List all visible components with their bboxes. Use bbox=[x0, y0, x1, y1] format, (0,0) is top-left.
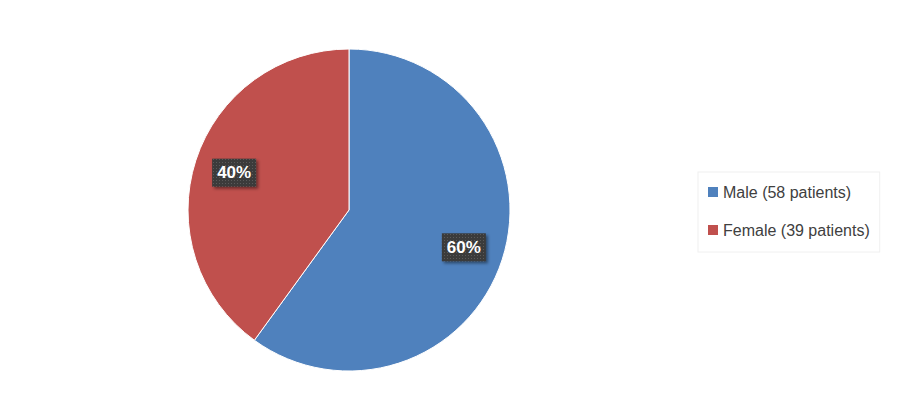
data-labels: 60% 40% bbox=[212, 159, 486, 262]
legend: Male (58 patients) Female (39 patients) bbox=[698, 172, 880, 252]
legend-swatch bbox=[708, 225, 718, 235]
legend-swatch bbox=[708, 187, 718, 197]
legend-label: Male (58 patients) bbox=[723, 184, 851, 201]
data-label-group: 60% bbox=[442, 233, 486, 261]
data-label-box bbox=[442, 233, 486, 261]
pie-slice bbox=[188, 49, 349, 340]
legend-label: Female (39 patients) bbox=[723, 222, 870, 239]
data-label-box bbox=[212, 159, 256, 187]
data-label: 60% bbox=[447, 238, 481, 257]
data-label: 40% bbox=[217, 163, 251, 182]
slices bbox=[188, 49, 510, 371]
data-label-group: 40% bbox=[212, 159, 256, 187]
chart-container: 60% 40% Male (58 patients) Female (39 patie… bbox=[0, 0, 900, 420]
legend-box bbox=[698, 172, 880, 252]
chart: 60% 40% Male (58 patients) Female (39 patie… bbox=[0, 0, 900, 420]
